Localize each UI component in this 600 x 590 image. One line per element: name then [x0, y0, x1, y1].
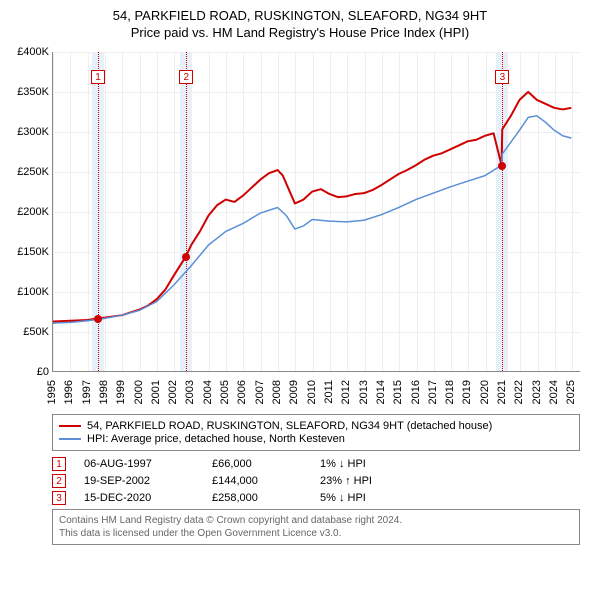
marker-badge: 2 [179, 70, 193, 84]
event-delta: 5% ↓ HPI [320, 492, 366, 504]
chart-container: 54, PARKFIELD ROAD, RUSKINGTON, SLEAFORD… [0, 0, 600, 551]
event-date: 15-DEC-2020 [84, 492, 194, 504]
x-axis-label: 2006 [236, 380, 248, 404]
event-date: 19-SEP-2002 [84, 475, 194, 487]
event-badge: 2 [52, 474, 66, 488]
series-line [53, 92, 571, 322]
credits-line: This data is licensed under the Open Gov… [59, 527, 573, 540]
legend: 54, PARKFIELD ROAD, RUSKINGTON, SLEAFORD… [52, 414, 580, 451]
x-axis-label: 2017 [427, 380, 439, 404]
x-axis-label: 1997 [81, 380, 93, 404]
x-axis-label: 2025 [565, 380, 577, 404]
marker-dot [498, 162, 506, 170]
x-axis-label: 2004 [202, 380, 214, 404]
event-price: £66,000 [212, 458, 302, 470]
event-row: 3 15-DEC-2020 £258,000 5% ↓ HPI [52, 491, 580, 505]
marker-badge: 3 [495, 70, 509, 84]
title-line2: Price paid vs. HM Land Registry's House … [10, 25, 590, 40]
chart-area: £0 £50K £100K £150K £200K £250K £300K £350K £400… [10, 48, 590, 408]
x-axis-label: 2008 [271, 380, 283, 404]
y-axis-label: £50K [23, 326, 49, 338]
event-delta: 23% ↑ HPI [320, 475, 372, 487]
credits-line: Contains HM Land Registry data © Crown c… [59, 514, 573, 527]
line-layer [53, 52, 580, 371]
legend-swatch [59, 425, 81, 427]
event-badge: 1 [52, 457, 66, 471]
x-axis-label: 2021 [496, 380, 508, 404]
x-axis-label: 2002 [167, 380, 179, 404]
legend-label: HPI: Average price, detached house, Nort… [87, 433, 345, 445]
plot-region: £0£50K£100K£150K£200K£250K£300K£350K£400… [52, 52, 580, 372]
legend-label: 54, PARKFIELD ROAD, RUSKINGTON, SLEAFORD… [87, 420, 492, 432]
legend-row: 54, PARKFIELD ROAD, RUSKINGTON, SLEAFORD… [59, 420, 573, 432]
x-axis-label: 2023 [531, 380, 543, 404]
y-axis-label: £400K [17, 46, 49, 58]
event-row: 1 06-AUG-1997 £66,000 1% ↓ HPI [52, 457, 580, 471]
x-axis-label: 2024 [548, 380, 560, 404]
y-axis-label: £350K [17, 86, 49, 98]
x-axis-label: 2019 [461, 380, 473, 404]
x-axis-label: 1999 [115, 380, 127, 404]
x-axis-label: 2003 [184, 380, 196, 404]
x-axis-label: 2018 [444, 380, 456, 404]
x-axis-label: 1995 [46, 380, 58, 404]
x-axis-label: 2011 [323, 380, 335, 404]
x-axis-label: 1998 [98, 380, 110, 404]
x-axis-label: 2020 [479, 380, 491, 404]
y-axis-label: £250K [17, 166, 49, 178]
legend-swatch [59, 438, 81, 440]
x-axis-label: 2015 [392, 380, 404, 404]
y-axis-label: £300K [17, 126, 49, 138]
x-axis-label: 2007 [254, 380, 266, 404]
event-badge: 3 [52, 491, 66, 505]
x-axis-label: 2010 [306, 380, 318, 404]
y-axis-label: £200K [17, 206, 49, 218]
marker-dot [182, 253, 190, 261]
event-date: 06-AUG-1997 [84, 458, 194, 470]
x-axis-label: 2014 [375, 380, 387, 404]
x-axis-label: 1996 [63, 380, 75, 404]
credits: Contains HM Land Registry data © Crown c… [52, 509, 580, 545]
x-axis-label: 2001 [150, 380, 162, 404]
marker-dot [94, 315, 102, 323]
event-delta: 1% ↓ HPI [320, 458, 366, 470]
y-axis-label: £100K [17, 286, 49, 298]
x-axis-label: 2005 [219, 380, 231, 404]
title-line1: 54, PARKFIELD ROAD, RUSKINGTON, SLEAFORD… [10, 8, 590, 23]
event-list: 1 06-AUG-1997 £66,000 1% ↓ HPI 2 19-SEP-… [52, 457, 580, 505]
event-price: £144,000 [212, 475, 302, 487]
x-axis-label: 2012 [340, 380, 352, 404]
y-axis-label: £0 [37, 366, 49, 378]
marker-badge: 1 [91, 70, 105, 84]
y-axis-label: £150K [17, 246, 49, 258]
x-axis-label: 2022 [513, 380, 525, 404]
x-axis: 1995199619971998199920002001200220032004… [52, 374, 580, 408]
event-row: 2 19-SEP-2002 £144,000 23% ↑ HPI [52, 474, 580, 488]
legend-row: HPI: Average price, detached house, Nort… [59, 433, 573, 445]
x-axis-label: 2016 [410, 380, 422, 404]
x-axis-label: 2009 [288, 380, 300, 404]
x-axis-label: 2013 [358, 380, 370, 404]
event-price: £258,000 [212, 492, 302, 504]
series-line [53, 116, 571, 323]
x-axis-label: 2000 [133, 380, 145, 404]
